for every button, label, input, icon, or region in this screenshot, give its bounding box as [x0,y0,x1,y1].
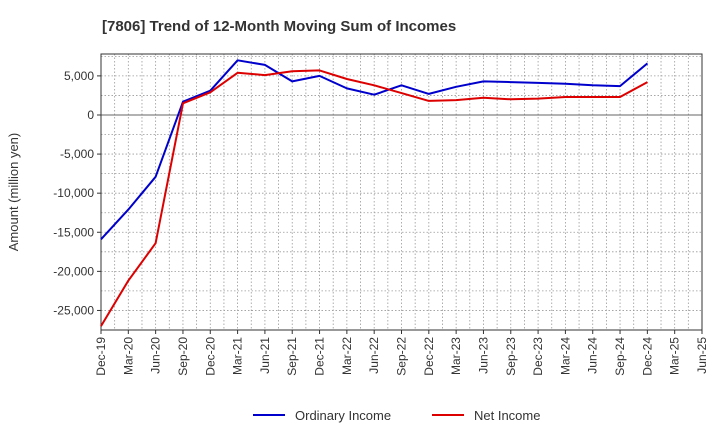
x-tick-label: Sep-23 [504,337,518,376]
x-tick-label: Mar-20 [121,337,135,375]
x-tick-label: Jun-24 [586,337,600,374]
x-tick-label: Mar-23 [449,337,463,375]
x-tick-label: Mar-25 [668,337,682,375]
y-tick-label: 5,000 [64,69,94,83]
x-tick-label: Mar-22 [340,337,354,375]
x-tick-label: Sep-22 [395,337,409,376]
x-tick-label: Dec-20 [203,337,217,376]
x-tick-label: Jun-21 [258,337,272,374]
x-tick-label: Jun-25 [695,337,709,374]
y-axis-label: Amount (million yen) [6,133,21,252]
x-axis: Dec-19 Mar-20 Jun-20 Sep-20 Dec-20 Mar-21 Jun-… [94,330,709,376]
x-tick-label: Mar-24 [558,337,572,375]
grid [100,54,703,330]
y-tick-label: -5,000 [60,147,94,161]
series-lines [100,59,649,327]
x-tick-label: Jun-22 [367,337,381,374]
series-line-net-income [100,69,648,327]
x-tick-label: Dec-21 [313,337,327,376]
series-line-ordinary-income [100,59,649,240]
y-tick-label: -20,000 [53,264,94,278]
x-tick-label: Sep-21 [285,337,299,376]
y-tick-label: -10,000 [53,186,94,200]
x-tick-label: Dec-24 [640,337,654,376]
x-tick-label: Dec-19 [94,337,108,376]
x-tick-label: Dec-23 [531,337,545,376]
legend: Ordinary Income Net Income [253,408,540,423]
y-tick-label: -25,000 [53,303,94,317]
x-tick-label: Sep-20 [176,337,190,376]
y-axis: 5,000 0 -5,000 -10,000 -15,000 -20,000 -25,000 [53,69,101,317]
x-tick-label: Mar-21 [231,337,245,375]
x-tick-label: Sep-24 [613,337,627,376]
legend-label: Net Income [474,408,540,423]
x-tick-label: Jun-20 [149,337,163,374]
x-tick-label: Dec-22 [422,337,436,376]
y-tick-label: -15,000 [53,225,94,239]
chart-title: [7806] Trend of 12-Month Moving Sum of I… [102,18,456,35]
legend-label: Ordinary Income [295,408,391,423]
y-tick-label: 0 [87,108,94,122]
x-tick-label: Jun-23 [476,337,490,374]
